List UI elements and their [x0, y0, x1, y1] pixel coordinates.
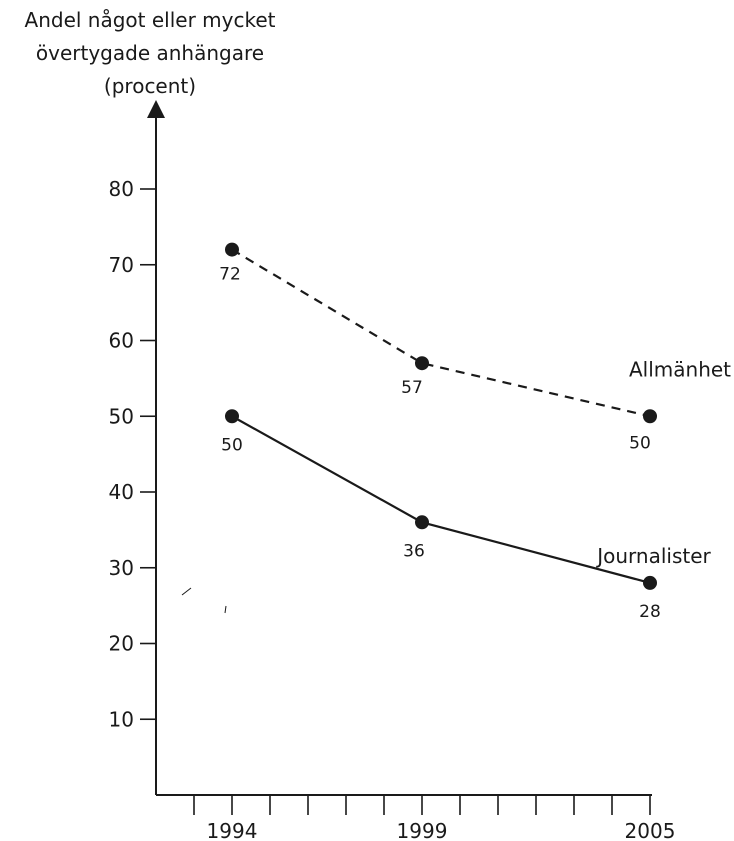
data-point	[225, 242, 239, 257]
data-point	[643, 409, 657, 424]
data-label: 72	[219, 265, 241, 285]
data-point	[415, 515, 429, 530]
stray-mark	[181, 587, 192, 596]
data-label: 50	[629, 433, 651, 453]
data-label: 36	[403, 541, 425, 561]
data-point	[643, 575, 657, 590]
stray-mark	[224, 605, 227, 614]
x-tick-label: 1999	[397, 819, 448, 841]
x-tick-label: 1994	[207, 819, 258, 841]
y-tick-label: 20	[109, 632, 134, 656]
data-label: 57	[401, 378, 423, 398]
y-axis-title-line-1: Andel något eller mycket	[25, 8, 276, 32]
data-point	[415, 356, 429, 371]
series-line	[231, 248, 651, 418]
y-tick-label: 60	[109, 329, 134, 353]
y-tick-label: 10	[109, 707, 134, 731]
series-line	[231, 415, 651, 584]
y-tick-label: 40	[109, 480, 134, 504]
y-axis-title: Andel något eller mycket övertygade anhä…	[25, 8, 276, 98]
series-allmänhet: 72 57 50 Allmänhet	[219, 242, 731, 453]
data-label: 50	[221, 435, 243, 455]
y-tick-label: 30	[109, 556, 134, 580]
y-tick-label: 70	[109, 253, 134, 277]
series-name-label: Journalister	[595, 544, 711, 568]
y-tick-label: 50	[109, 404, 134, 428]
series-journalister: 50 36 28 Journalister	[221, 409, 712, 622]
data-label: 28	[639, 602, 661, 622]
x-tick-label: 2005	[625, 819, 676, 841]
ticks: 10 20 30 40 50 60 70 80 1994 1999 2005	[109, 177, 676, 841]
y-axis-arrow	[147, 100, 165, 118]
y-axis-title-line-2: övertygade anhängare	[36, 41, 264, 65]
axes	[147, 100, 652, 796]
y-tick-label: 80	[109, 177, 134, 201]
y-axis-title-line-3: (procent)	[104, 74, 196, 98]
stray-marks	[181, 587, 227, 614]
series-name-label: Allmänhet	[629, 357, 731, 381]
data-point	[225, 409, 239, 424]
series: 72 57 50 Allmänhet 50 36 28 Journalister	[219, 242, 731, 622]
